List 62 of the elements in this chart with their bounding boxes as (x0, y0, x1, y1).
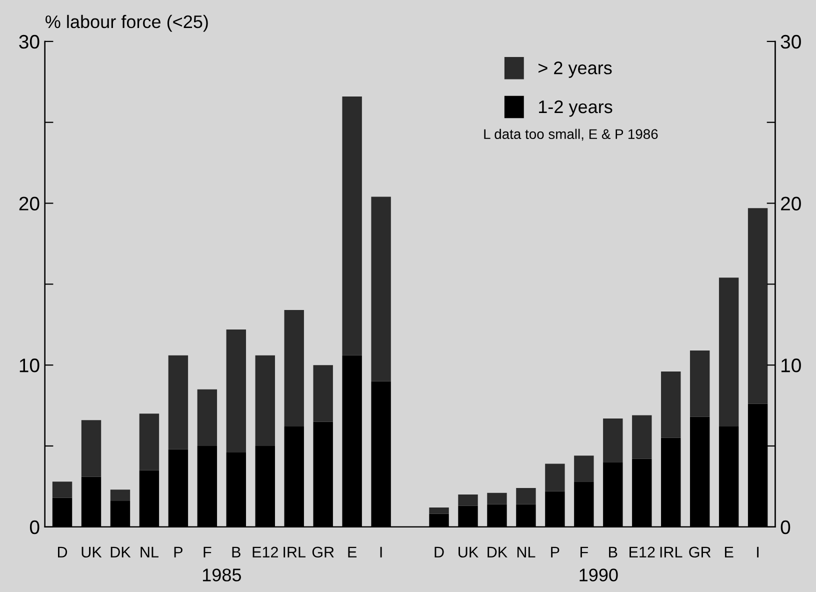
bar (603, 418, 623, 462)
x-tick-label: NL (517, 546, 536, 558)
y-axis-title: % labour force (<25) (46, 14, 208, 32)
annotation: L data too small, E & P 1986 (484, 128, 658, 141)
y2-tick-label: 30 (780, 34, 801, 49)
x-tick-label: DK (488, 546, 508, 558)
bar (197, 389, 218, 446)
text: 1985 (202, 568, 241, 582)
y-tick-label: 0 (30, 520, 40, 534)
bar (313, 365, 333, 422)
bar (429, 507, 449, 514)
x-tick-label: B (232, 546, 240, 558)
bar (718, 278, 739, 427)
bar (52, 482, 72, 498)
x-tick-label: B (609, 546, 618, 558)
bar (574, 456, 594, 482)
x-tick-label: GR (689, 546, 711, 558)
x-tick-label: P (174, 546, 182, 558)
x-tick-label: D (434, 546, 444, 558)
x-tick-label: I (757, 546, 759, 558)
bar (81, 420, 102, 477)
x-tick-label: UK (82, 546, 102, 558)
bar (632, 415, 652, 459)
bar (516, 488, 536, 504)
x-tick-label: E (724, 546, 734, 558)
bar (545, 464, 565, 492)
bar (168, 355, 188, 450)
bar (255, 355, 275, 446)
x-tick-label: DK (110, 546, 131, 558)
bar (748, 208, 768, 404)
x-tick-label: GR (312, 546, 334, 558)
x-tick-label: IRL (660, 546, 682, 558)
x-tick-label: F (204, 546, 212, 558)
bar (458, 494, 478, 506)
y-tick-label: 10 (20, 358, 40, 372)
x-tick-label: UK (458, 546, 478, 558)
x-tick-label: I (380, 546, 382, 558)
y2-tick-label: 0 (780, 520, 790, 534)
bar (690, 350, 710, 417)
legend-label: 1-2 years (539, 100, 612, 117)
y-tick-label: 30 (19, 34, 40, 49)
bar (487, 492, 507, 504)
y2-tick-label: 10 (782, 358, 801, 372)
x-tick-label: F (580, 546, 588, 558)
x-tick-label: P (551, 546, 560, 558)
bar (284, 310, 304, 427)
bar (226, 329, 246, 452)
x-tick-label: E (348, 546, 357, 558)
legend-label: > 2 years (538, 62, 612, 78)
x-tick-label: D (58, 546, 68, 558)
bar (371, 196, 391, 382)
bar (342, 96, 362, 356)
x-tick-label: E12 (252, 546, 278, 558)
y-tick-label: 20 (19, 196, 40, 210)
y2-tick-label: 20 (781, 196, 801, 210)
x-tick-label: NL (140, 546, 158, 558)
x-tick-label: E12 (630, 546, 655, 558)
bar (139, 414, 160, 470)
x-tick-label: IRL (284, 546, 306, 558)
bar (661, 372, 681, 438)
bar (110, 490, 130, 501)
text: 1990 (580, 568, 618, 582)
